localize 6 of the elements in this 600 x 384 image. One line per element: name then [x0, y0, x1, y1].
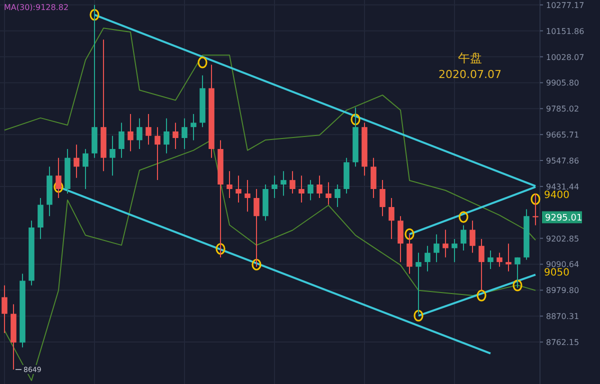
- annotation: 9050: [544, 268, 570, 279]
- title: 午盘: [458, 51, 482, 65]
- subtitle: 2020.07.07: [438, 68, 502, 81]
- annotation: MA(30):9128.82: [4, 3, 69, 12]
- annotation: 9295.01: [542, 211, 582, 224]
- annotation: 9400: [544, 190, 570, 201]
